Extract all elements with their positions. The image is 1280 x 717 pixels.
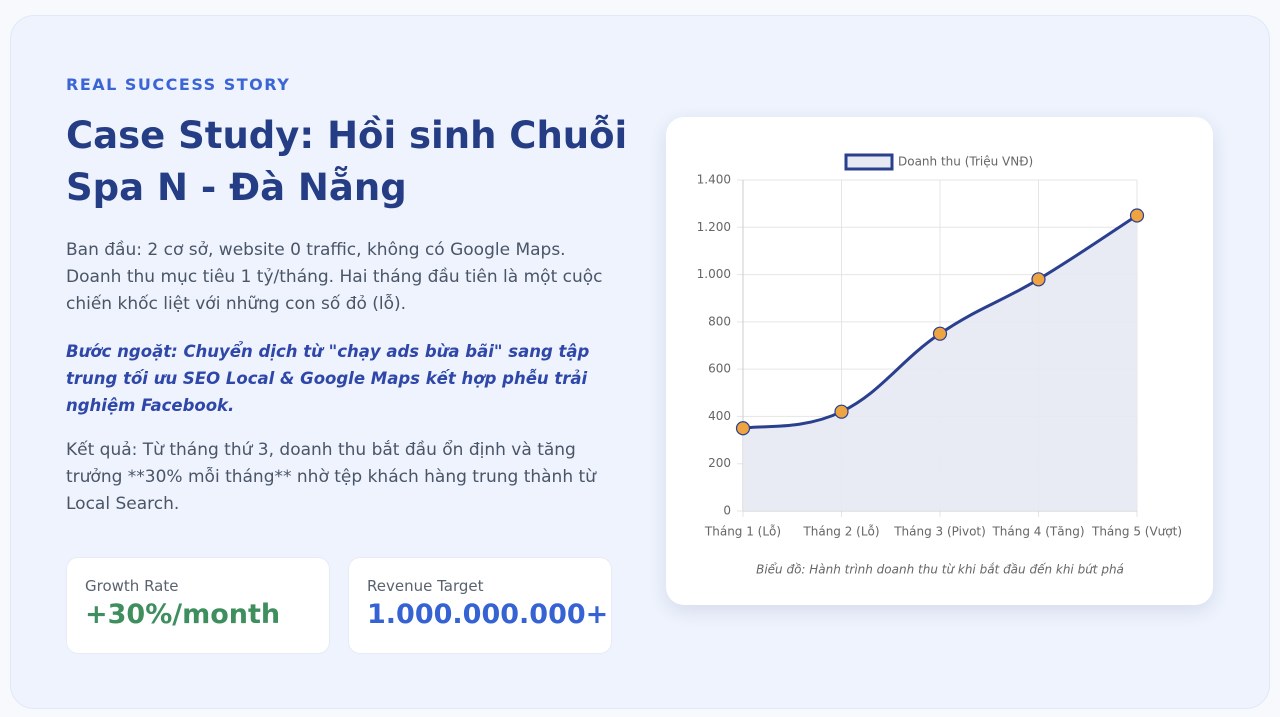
x-tick-label: Tháng 2 (Lỗ) — [802, 525, 879, 539]
point — [1129, 208, 1145, 223]
point — [735, 421, 751, 436]
y-tick-label: 1.400 — [697, 173, 731, 187]
stat-label: Growth Rate — [85, 577, 179, 595]
y-tick-label: 600 — [708, 362, 731, 376]
chart-card: 0 200 400 600 800 1.000 1.200 1.400 Tháng 1 (Lỗ)… — [666, 117, 1213, 605]
x-tick-label: Tháng 4 (Tăng) — [991, 525, 1084, 539]
x-tick-label: Tháng 3 (Pivot) — [893, 525, 986, 539]
paragraph: Kết quả: Từ tháng thứ 3, doanh thu bắt đ… — [66, 440, 596, 514]
y-tick-label: 1.200 — [697, 220, 731, 234]
y-tick-label: 0 — [723, 504, 731, 518]
x-tick-label: Tháng 1 (Lỗ) — [704, 525, 781, 539]
caption: Biểu đồ: Hành trình doanh thu từ khi bắt… — [756, 563, 1124, 577]
highlight: Bước ngoặt: Chuyển dịch từ "chạy ads bừa… — [66, 342, 590, 415]
y-tick-label: 400 — [708, 409, 731, 423]
title: Case Study: Hồi sinh Chuỗi Spa N - Đà Nẵ… — [66, 114, 628, 209]
eyebrow: REAL SUCCESS STORY — [66, 75, 291, 94]
y-tick-label: 1.000 — [697, 267, 731, 281]
paragraph: Ban đầu: 2 cơ sở, website 0 traffic, khô… — [66, 240, 603, 314]
stat-label: Revenue Target — [367, 577, 484, 595]
stat-card: Growth Rate +30%/month — [66, 557, 330, 654]
chart: 0 200 400 600 800 1.000 1.200 1.400 Tháng 1 (Lỗ)… — [697, 153, 1182, 577]
stat-value: 1.000.000.000+ — [367, 599, 609, 630]
stat-card: Revenue Target 1.000.000.000+ — [348, 557, 612, 654]
y-tick-label: 800 — [708, 314, 731, 328]
point — [932, 326, 948, 341]
point — [834, 404, 849, 419]
x-tick-label: Tháng 5 (Vượt) — [1091, 525, 1182, 539]
legend-label: Doanh thu (Triệu VNĐ) — [898, 155, 1033, 169]
area — [743, 215, 1137, 511]
point — [1031, 272, 1046, 287]
legend-swatch — [844, 153, 894, 171]
y-tick-label: 200 — [708, 456, 731, 470]
stat-value: +30%/month — [85, 599, 281, 630]
